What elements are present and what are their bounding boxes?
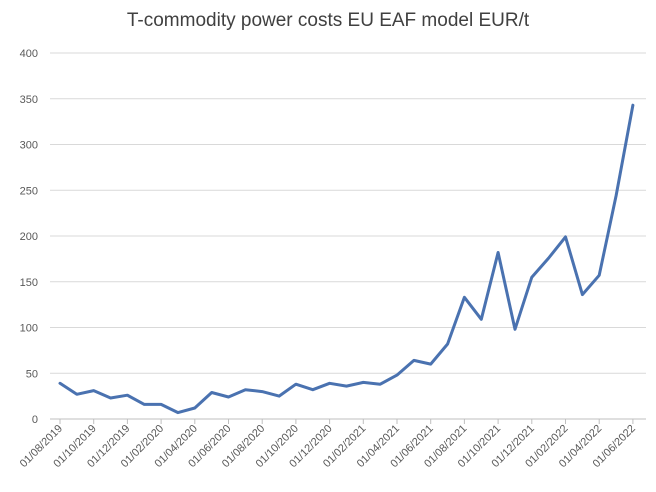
data-point xyxy=(547,256,550,259)
data-point xyxy=(463,296,466,299)
y-tick-label: 250 xyxy=(20,185,38,197)
data-point xyxy=(311,388,314,391)
data-point xyxy=(261,390,264,393)
data-point xyxy=(176,411,179,414)
data-point xyxy=(429,363,432,366)
y-tick-label: 150 xyxy=(20,277,38,289)
data-point xyxy=(294,383,297,386)
data-point xyxy=(480,318,483,321)
y-tick-label: 350 xyxy=(20,94,38,106)
data-point xyxy=(244,388,247,391)
y-tick-label: 0 xyxy=(32,414,38,426)
data-point xyxy=(362,381,365,384)
series-line xyxy=(58,103,635,415)
data-point xyxy=(227,396,230,399)
data-point xyxy=(210,391,213,394)
y-tick-label: 50 xyxy=(26,368,38,380)
chart-title: T-commodity power costs EU EAF model EUR… xyxy=(126,10,530,31)
data-point xyxy=(328,382,331,385)
data-point xyxy=(581,293,584,296)
data-point xyxy=(513,328,516,331)
data-point xyxy=(564,235,567,238)
data-point xyxy=(109,396,112,399)
data-point xyxy=(278,395,281,398)
data-point xyxy=(345,385,348,388)
data-point xyxy=(412,359,415,362)
data-point xyxy=(59,382,62,385)
data-point xyxy=(530,276,533,279)
data-point xyxy=(126,394,129,397)
data-point xyxy=(598,274,601,277)
data-point xyxy=(143,403,146,406)
data-point xyxy=(379,383,382,386)
data-point xyxy=(615,194,618,197)
data-point xyxy=(92,389,95,392)
data-point xyxy=(497,251,500,254)
y-tick-label: 300 xyxy=(20,140,38,152)
data-point xyxy=(396,374,399,377)
data-point xyxy=(75,393,78,396)
y-tick-label: 200 xyxy=(20,231,38,243)
data-point xyxy=(631,104,634,107)
y-tick-label: 400 xyxy=(20,48,38,60)
data-point xyxy=(160,403,163,406)
data-point xyxy=(193,407,196,410)
y-tick-label: 100 xyxy=(20,323,38,335)
data-point xyxy=(446,342,449,345)
